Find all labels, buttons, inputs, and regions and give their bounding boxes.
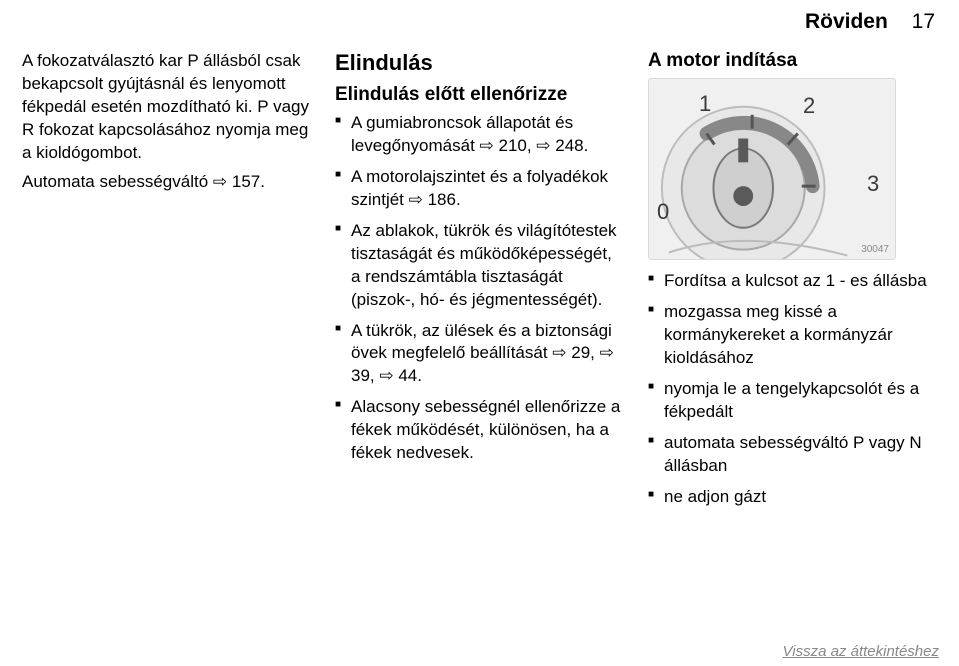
page-number: 17: [912, 10, 935, 33]
ignition-svg: [649, 79, 895, 260]
col1-p2-ref: ⇨ 157.: [213, 172, 265, 191]
ignition-label-1: 1: [699, 91, 711, 117]
list-item: A motorolajszintet és a folyadékok szint…: [335, 166, 624, 212]
page-header: Röviden 17: [0, 0, 959, 40]
col2-subheading: Elindulás előtt ellenőrizze: [335, 84, 624, 106]
list-item: nyomja le a tengelykapcsolót és a fékped…: [648, 378, 937, 424]
ignition-figure: 0 1 2 3 30047: [648, 78, 896, 260]
column-2: Elindulás Elindulás előtt ellenőrizze A …: [335, 50, 624, 516]
column-3: A motor indítása 0 1: [648, 50, 937, 516]
col3-heading: A motor indítása: [648, 50, 937, 72]
content-columns: A fokozatválasztó kar P állásból csak be…: [0, 40, 959, 516]
ignition-label-3: 3: [867, 171, 879, 197]
col2-list: A gumiabroncsok állapotát és levegőnyomá…: [335, 112, 624, 465]
col3-list: Fordítsa a kulcsot az 1 - es állásba moz…: [648, 270, 937, 508]
list-item: Alacsony sebességnél ellenőrizze a fékek…: [335, 396, 624, 465]
list-item: Az ablakok, tükrök és világítótestek tis…: [335, 220, 624, 312]
list-item: Fordítsa a kulcsot az 1 - es állásba: [648, 270, 937, 293]
list-item: mozgassa meg kissé a kormánykereket a ko…: [648, 301, 937, 370]
col1-paragraph-2: Automata sebességváltó ⇨ 157.: [22, 171, 311, 194]
col2-heading: Elindulás: [335, 50, 624, 76]
back-to-overview-link[interactable]: Vissza az áttekintéshez: [783, 643, 939, 660]
figure-part-number: 30047: [861, 244, 889, 255]
list-item: A tükrök, az ülések és a biztonsági övek…: [335, 320, 624, 389]
list-item: A gumiabroncsok állapotát és levegőnyomá…: [335, 112, 624, 158]
section-name: Röviden: [805, 10, 888, 33]
column-1: A fokozatválasztó kar P állásból csak be…: [22, 50, 311, 516]
list-item: ne adjon gázt: [648, 486, 937, 509]
col1-p2-text: Automata sebességváltó: [22, 172, 213, 191]
ignition-label-2: 2: [803, 93, 815, 119]
list-item: automata sebességváltó P vagy N állásban: [648, 432, 937, 478]
ignition-label-0: 0: [657, 199, 669, 225]
col1-paragraph-1: A fokozatválasztó kar P állásból csak be…: [22, 50, 311, 165]
